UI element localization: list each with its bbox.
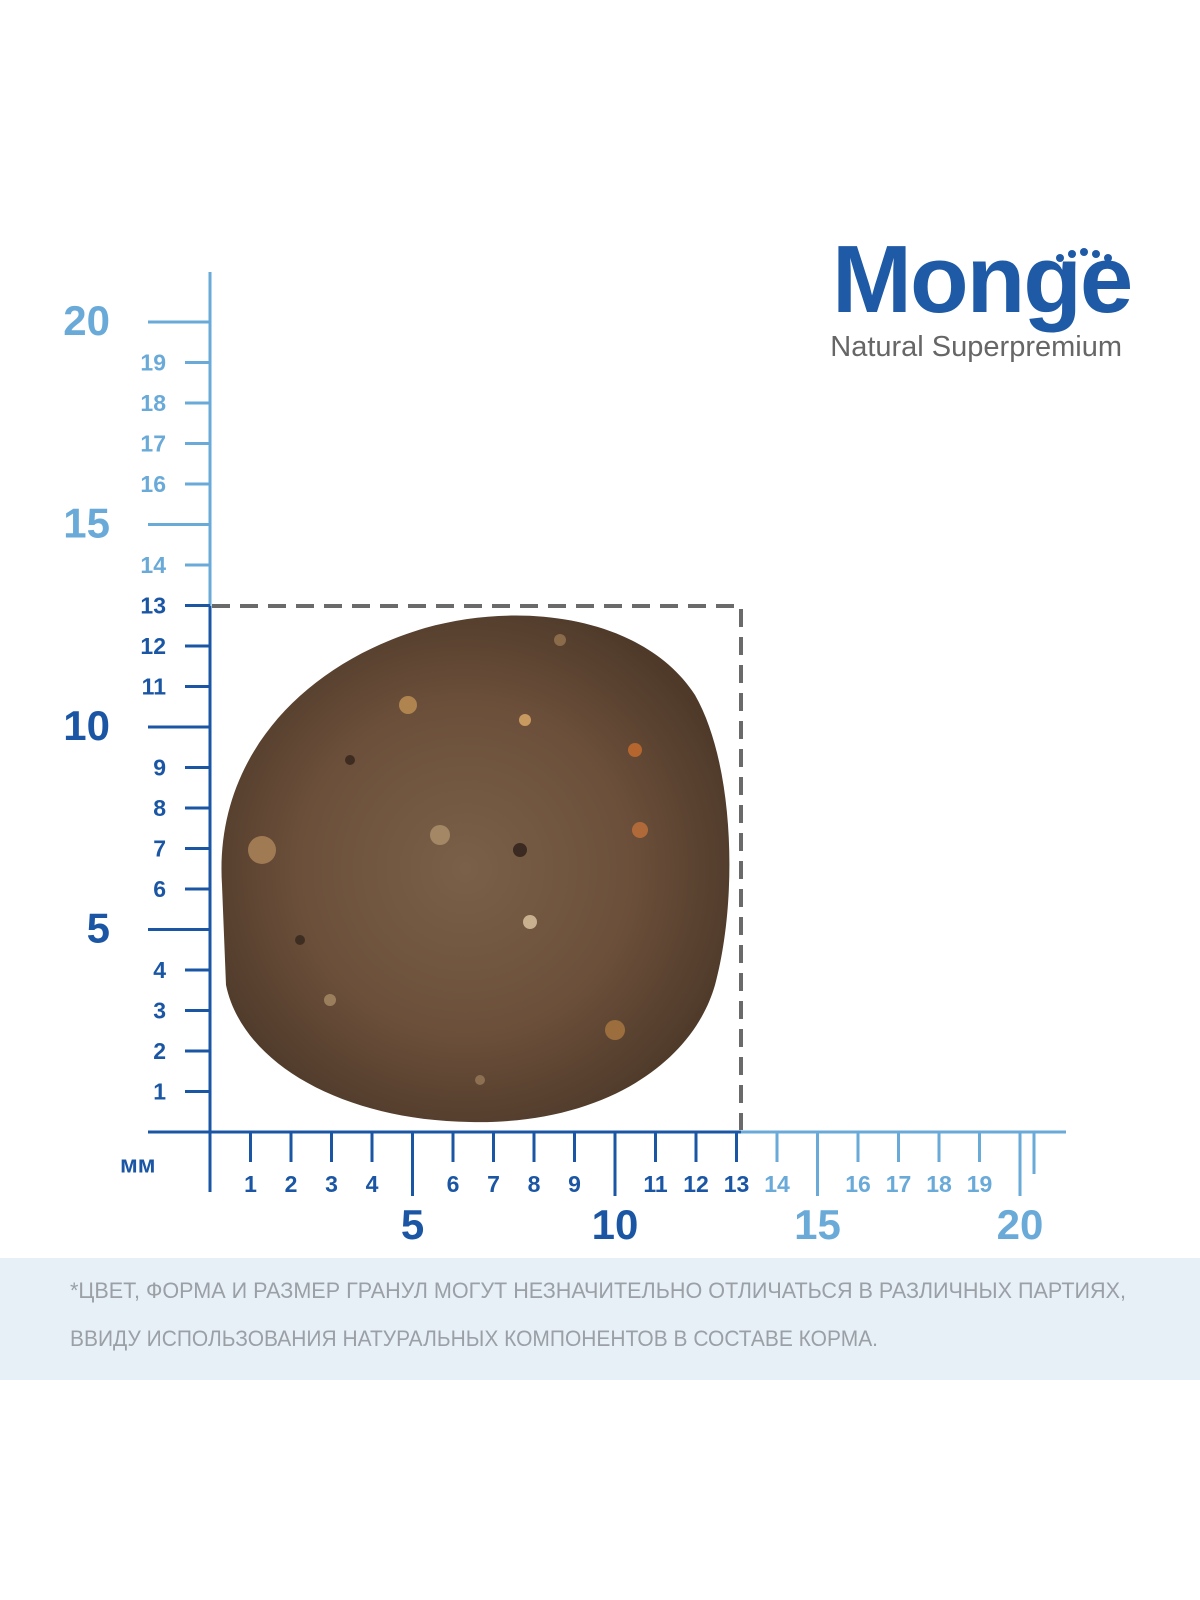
h-tick-label: 7	[487, 1171, 500, 1197]
v-tick-label: 20	[63, 297, 110, 344]
h-tick-label: 17	[886, 1171, 912, 1197]
h-tick-label: 15	[794, 1201, 841, 1248]
brand-name: Monge	[832, 226, 1131, 333]
v-tick-label: 11	[142, 674, 167, 700]
v-tick-label: 9	[153, 755, 166, 781]
v-tick-label: 14	[140, 552, 166, 578]
v-tick-label: 10	[63, 702, 110, 749]
v-tick-label: 18	[140, 390, 166, 416]
v-tick-label: 7	[153, 836, 166, 862]
brand-tagline: Natural Superpremium	[830, 331, 1122, 363]
v-tick-label: 8	[153, 795, 166, 821]
footnote-band	[0, 1258, 1200, 1380]
v-tick-label: 5	[87, 905, 110, 952]
v-tick-label: 13	[140, 593, 166, 619]
logo-stars	[1056, 248, 1112, 262]
footnote-line: *ЦВЕТ, ФОРМА И РАЗМЕР ГРАНУЛ МОГУТ НЕЗНА…	[70, 1278, 1126, 1303]
h-tick-label: 3	[325, 1171, 338, 1197]
v-tick-label: 17	[140, 431, 166, 457]
h-tick-label: 20	[997, 1201, 1044, 1248]
h-tick-label: 10	[592, 1201, 639, 1248]
size-box	[212, 604, 743, 1130]
h-tick-label: 12	[683, 1171, 709, 1197]
h-tick-label: 2	[285, 1171, 298, 1197]
h-tick-label: 4	[366, 1171, 379, 1197]
h-tick-label: 5	[401, 1201, 424, 1248]
h-tick-label: 11	[643, 1171, 668, 1197]
v-tick-label: 6	[153, 876, 166, 902]
v-tick-label: 4	[153, 957, 166, 983]
kibble	[221, 615, 730, 1123]
h-tick-label: 8	[528, 1171, 541, 1197]
v-tick-label: 2	[153, 1038, 166, 1064]
v-tick-label: 12	[140, 633, 166, 659]
v-tick-label: 15	[63, 500, 110, 547]
footnote-line: ВВИДУ ИСПОЛЬЗОВАНИЯ НАТУРАЛЬНЫХ КОМПОНЕН…	[70, 1326, 878, 1351]
v-tick-label: 3	[153, 998, 166, 1024]
v-tick-label: 19	[140, 350, 166, 376]
kibble-texture	[248, 634, 648, 1085]
h-tick-label: 19	[967, 1171, 993, 1197]
h-tick-label: 13	[724, 1171, 750, 1197]
unit-label: мм	[120, 1151, 156, 1178]
v-tick-label: 1	[153, 1079, 166, 1105]
h-tick-label: 18	[926, 1171, 952, 1197]
h-tick-label: 1	[244, 1171, 257, 1197]
h-tick-label: 6	[447, 1171, 460, 1197]
h-tick-label: 14	[764, 1171, 790, 1197]
h-tick-label: 9	[568, 1171, 581, 1197]
h-tick-label: 16	[845, 1171, 871, 1197]
v-tick-label: 16	[140, 471, 166, 497]
